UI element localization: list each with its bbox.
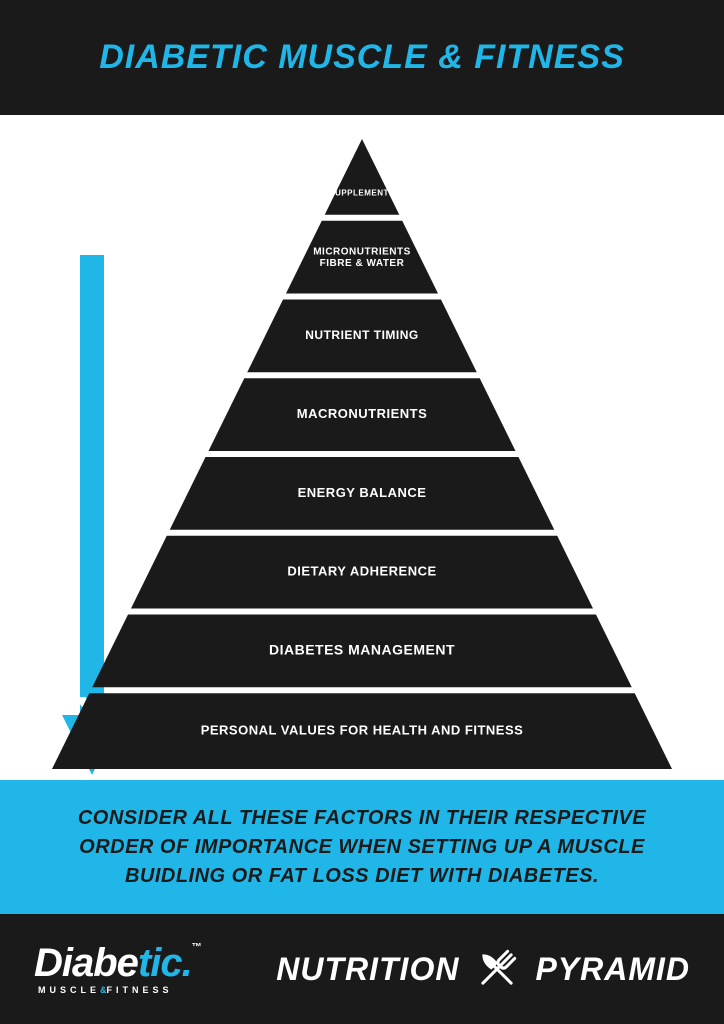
brand-logo: Diabetic.™ MUSCLE&FITNESS (34, 943, 201, 995)
footer-word-pyramid: PYRAMID (535, 951, 690, 988)
pyramid-label-7: PERSONAL VALUES FOR HEALTH AND FITNESS (201, 723, 524, 738)
nutrition-pyramid: SUPPLEMENTS MICRONUTRIENTSFIBRE & WATER NU… (52, 139, 672, 769)
pyramid-label-4: ENERGY BALANCE (298, 485, 427, 500)
pyramid-level-0 (325, 139, 400, 215)
pyramid-label-6: DIABETES MANAGEMENT (269, 642, 455, 658)
pyramid-label-3: MACRONUTRIENTS (297, 406, 428, 421)
tagline-right: FITNESS (107, 985, 173, 995)
header-bar: DIABETIC MUSCLE & FITNESS (0, 0, 724, 115)
footer-bar: Diabetic.™ MUSCLE&FITNESS NUTRITION (0, 914, 724, 1024)
main-content: LEVEL OF IMPORTANCE SUPPLEMENTSMICRONUTR… (0, 115, 724, 780)
page-title: DIABETIC MUSCLE & FITNESS (99, 38, 625, 77)
logo-wordmark: Diabetic.™ (34, 943, 201, 983)
pyramid-label-5: DIETARY ADHERENCE (287, 564, 436, 579)
pyramid-label-0: SUPPLEMENTS (329, 189, 395, 198)
footer-word-nutrition: NUTRITION (276, 951, 459, 988)
footer-right-group: NUTRITION PYRAMID (276, 945, 690, 993)
callout-text: CONSIDER ALL THESE FACTORS IN THEIR RESP… (40, 804, 684, 891)
fork-knife-icon (473, 945, 521, 993)
callout-band: CONSIDER ALL THESE FACTORS IN THEIR RESP… (0, 780, 724, 914)
tagline-left: MUSCLE (38, 985, 100, 995)
logo-tagline: MUSCLE&FITNESS (38, 985, 173, 995)
pyramid-label-2: NUTRIENT TIMING (305, 328, 419, 342)
pyramid-label-1: MICRONUTRIENTSFIBRE & WATER (313, 246, 411, 269)
